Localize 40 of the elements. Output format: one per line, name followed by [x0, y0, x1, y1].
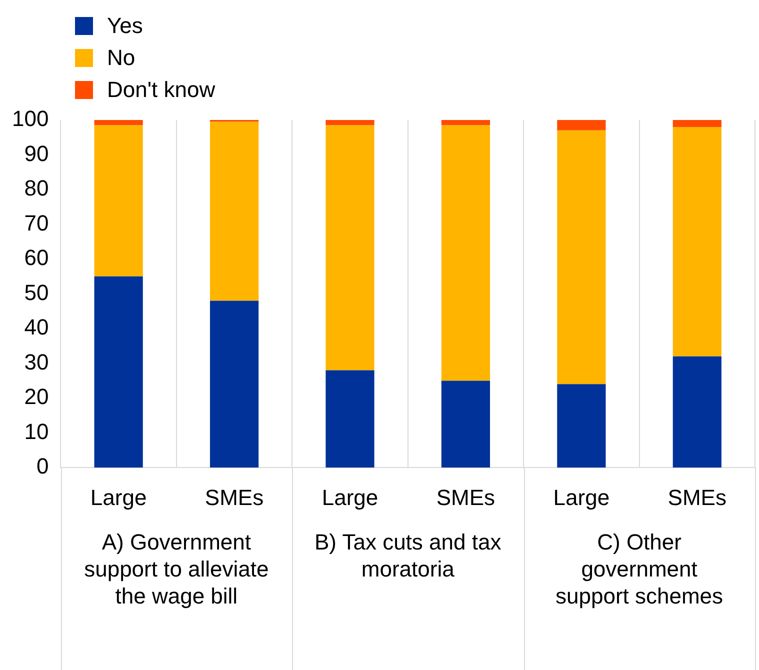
text: A) Government support to alleviate the wage bill [84, 530, 269, 609]
bar [326, 125, 374, 370]
x-tick-label: Large [90, 484, 147, 510]
y-tick-label: 60 [24, 245, 49, 270]
bar [441, 380, 490, 468]
text: B) Tax cuts and tax moratoria [314, 530, 502, 582]
bar [94, 120, 143, 126]
legend-label: Yes [107, 13, 143, 39]
bar [326, 120, 374, 126]
y-tick-label: 100 [12, 106, 49, 132]
legend-label: No [107, 45, 136, 71]
bar [441, 120, 490, 126]
bar [672, 356, 722, 468]
y-tick-label: 40 [24, 314, 49, 340]
bar [672, 120, 722, 127]
bar [94, 276, 143, 468]
bar [94, 125, 143, 276]
y-tick-label: 0 [36, 454, 49, 479]
bar [557, 120, 606, 130]
x-tick-label: Large [322, 484, 378, 510]
y-tick-label: 70 [24, 210, 49, 236]
bar [672, 126, 722, 356]
y-tick-label: 90 [24, 140, 49, 166]
x-tick-label: SMEs [668, 484, 726, 510]
bar [441, 125, 490, 381]
bar [210, 122, 259, 301]
text: C) Other government support schemes [556, 530, 724, 609]
bar [557, 384, 606, 468]
x-tick-label: SMEs [204, 484, 264, 510]
x-tick-label: Large [553, 484, 610, 510]
y-tick-label: 30 [24, 349, 49, 374]
x-tick-label: SMEs [436, 484, 496, 510]
bar [210, 300, 259, 468]
y-tick-label: 20 [24, 384, 49, 410]
bar [326, 370, 374, 468]
legend-label: Don't know [107, 77, 216, 103]
y-tick-label: 80 [24, 176, 49, 201]
y-tick-label: 10 [24, 418, 49, 444]
y-tick-label: 50 [24, 280, 49, 305]
bar [557, 130, 606, 384]
